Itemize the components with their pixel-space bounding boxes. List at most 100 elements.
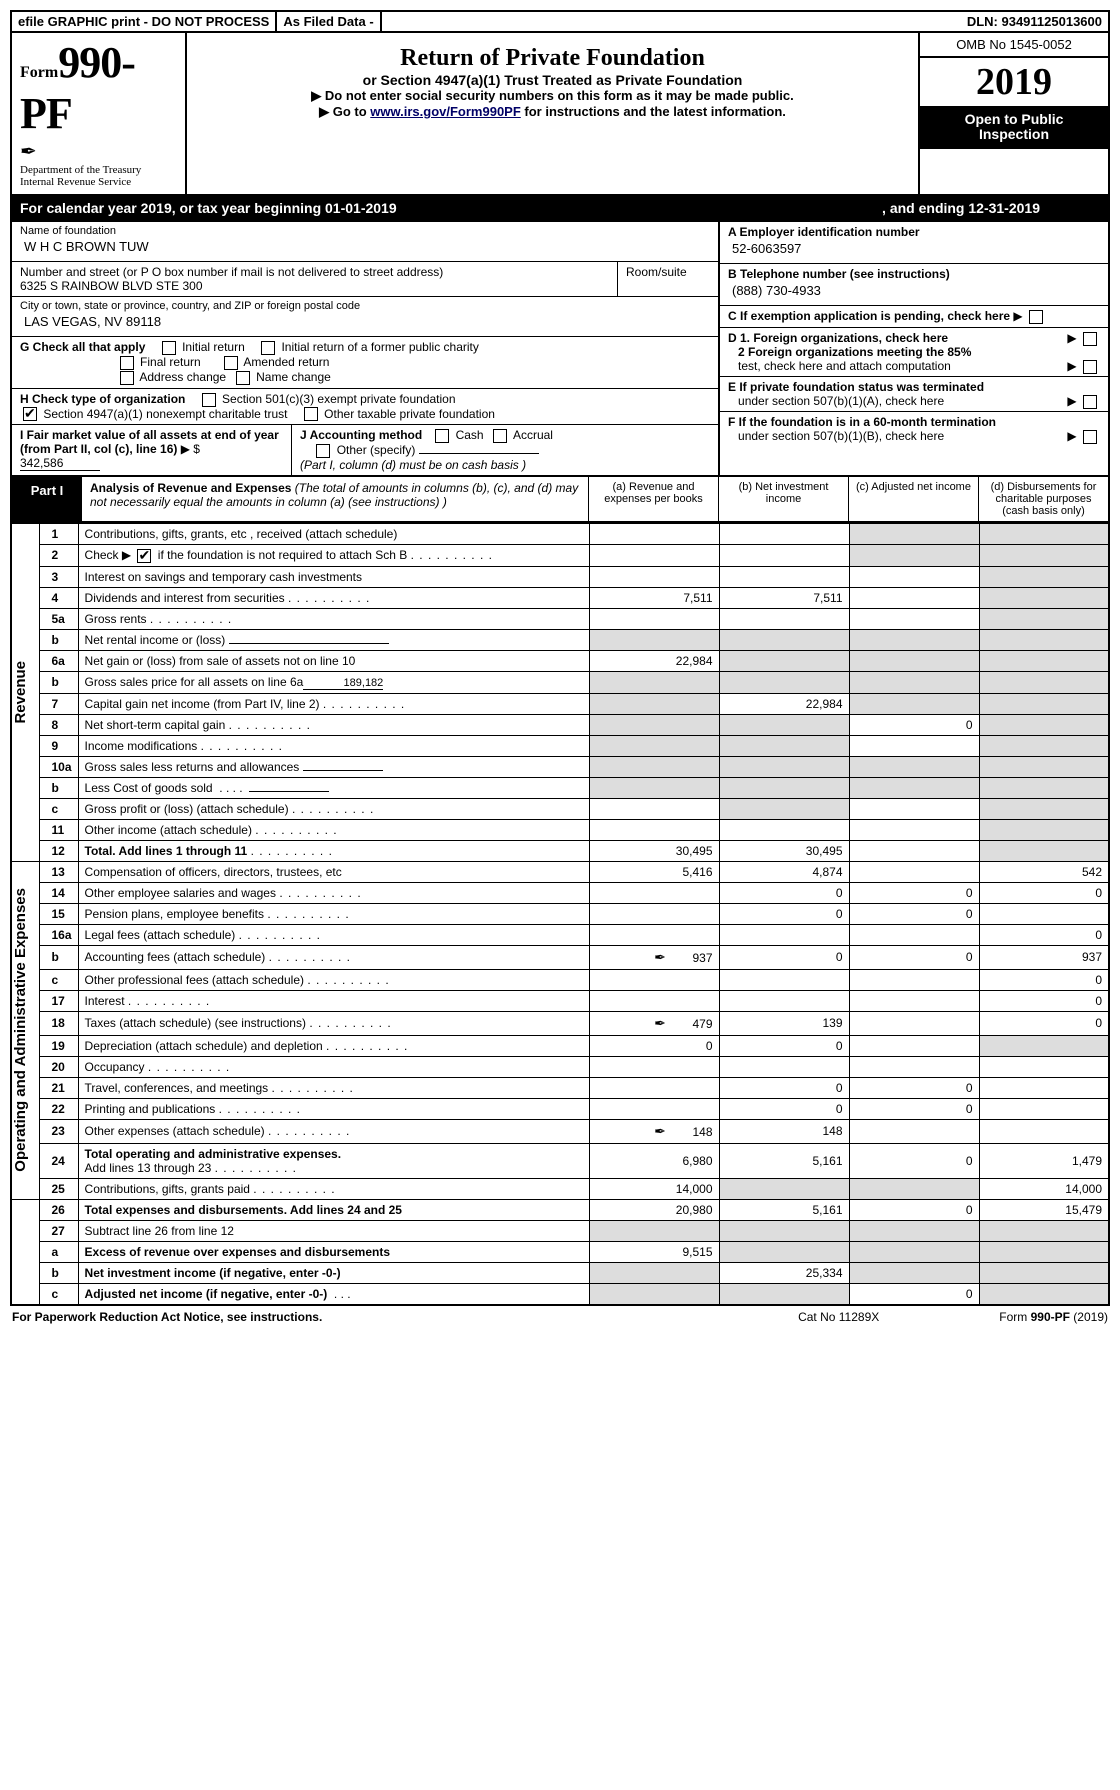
note2-post: for instructions and the latest informat…: [521, 104, 786, 119]
col-b-header: (b) Net investment income: [718, 477, 848, 521]
dept-irs: Internal Revenue Service: [20, 176, 177, 188]
checkbox-address-change[interactable]: [120, 371, 134, 385]
r6a-val: 22,984: [589, 650, 719, 671]
row22-desc: Printing and publications: [78, 1098, 589, 1119]
d1-label: D 1. Foreign organizations, check here: [728, 331, 948, 345]
r25a: 14,000: [589, 1178, 719, 1199]
cal-left: For calendar year 2019, or tax year begi…: [20, 200, 397, 216]
header-note-link: ▶ Go to www.irs.gov/Form990PF for instru…: [197, 104, 908, 120]
section-d: D 1. Foreign organizations, check here ▶…: [720, 328, 1108, 377]
r16bb: 0: [719, 945, 849, 969]
h-opt1: Section 501(c)(3) exempt private foundat…: [222, 392, 455, 406]
row19-desc: Depreciation (attach schedule) and deple…: [78, 1035, 589, 1056]
h-label: H Check type of organization: [20, 392, 185, 406]
row26-desc: Total expenses and disbursements. Add li…: [78, 1199, 589, 1220]
row18-desc: Taxes (attach schedule) (see instruction…: [78, 1011, 589, 1035]
r13b: 4,874: [719, 861, 849, 882]
ein-cell: A Employer identification number 52-6063…: [720, 222, 1108, 264]
checkbox-d1[interactable]: [1083, 332, 1097, 346]
i-label: I Fair market value of all assets at end…: [20, 428, 279, 456]
r27bb: 25,334: [719, 1262, 849, 1283]
section-g: G Check all that apply Initial return In…: [12, 337, 718, 388]
header-note-ssn: ▶ Do not enter social security numbers o…: [197, 88, 908, 104]
row27b-desc: Net investment income (if negative, ente…: [78, 1262, 589, 1283]
checkbox-d2[interactable]: [1083, 360, 1097, 374]
open-line1: Open to Public: [924, 112, 1104, 127]
r13a: 5,416: [589, 861, 719, 882]
checkbox-cash[interactable]: [435, 429, 449, 443]
checkbox-f[interactable]: [1083, 430, 1097, 444]
attachment-icon-23[interactable]: ✒: [654, 1123, 666, 1139]
dept-treasury: Department of the Treasury: [20, 164, 177, 176]
row16c-desc: Other professional fees (attach schedule…: [78, 969, 589, 990]
open-line2: Inspection: [924, 127, 1104, 142]
attachment-icon[interactable]: ✒: [654, 949, 666, 965]
g-opt5: Address change: [139, 370, 226, 384]
row1-desc: Contributions, gifts, grants, etc , rece…: [78, 523, 589, 544]
r14c: 0: [849, 882, 979, 903]
i-prefix: ▶ $: [181, 442, 200, 456]
cal-right: , and ending 12-31-2019: [882, 200, 1040, 216]
checkbox-amended[interactable]: [224, 356, 238, 370]
checkbox-c[interactable]: [1029, 310, 1043, 324]
row14-desc: Other employee salaries and wages: [78, 882, 589, 903]
row15-desc: Pension plans, employee benefits: [78, 903, 589, 924]
as-filed: As Filed Data -: [277, 12, 381, 31]
row20-desc: Occupancy: [78, 1056, 589, 1077]
checkbox-501c3[interactable]: [202, 393, 216, 407]
addr-label: Number and street (or P O box number if …: [20, 265, 609, 279]
row13-desc: Compensation of officers, directors, tru…: [78, 861, 589, 882]
row24-desc: Total operating and administrative expen…: [78, 1143, 589, 1178]
dln-label: DLN:: [967, 14, 998, 29]
part1-tag: Part I: [12, 477, 82, 521]
name-cell: Name of foundation W H C BROWN TUW: [12, 222, 718, 262]
phone-cell: B Telephone number (see instructions) (8…: [720, 264, 1108, 306]
checkbox-initial-return[interactable]: [162, 341, 176, 355]
r12a: 30,495: [589, 840, 719, 861]
g-opt1: Initial return: [182, 340, 245, 354]
checkbox-other-method[interactable]: [316, 444, 330, 458]
r24a: 6,980: [589, 1143, 719, 1178]
d2b-label: test, check here and attach computation: [738, 359, 951, 373]
r17d: 0: [979, 990, 1109, 1011]
h-opt3: Other taxable private foundation: [324, 407, 495, 421]
attachment-icon-18[interactable]: ✒: [654, 1015, 666, 1031]
r22b: 0: [719, 1098, 849, 1119]
row21-desc: Travel, conferences, and meetings: [78, 1077, 589, 1098]
r16bd: 937: [979, 945, 1109, 969]
c-label: C If exemption application is pending, c…: [728, 309, 1010, 323]
row27c-desc: Adjusted net income (if negative, enter …: [78, 1283, 589, 1305]
row27a-desc: Excess of revenue over expenses and disb…: [78, 1241, 589, 1262]
checkbox-accrual[interactable]: [493, 429, 507, 443]
part1-title: Analysis of Revenue and Expenses: [90, 481, 291, 495]
checkbox-former-charity[interactable]: [261, 341, 275, 355]
form-prefix: Form: [20, 64, 58, 81]
f1-label: F If the foundation is in a 60-month ter…: [728, 415, 996, 429]
checkbox-final-return[interactable]: [120, 356, 134, 370]
checkbox-4947a1[interactable]: [23, 407, 37, 421]
row10a-desc: Gross sales less returns and allowances: [78, 756, 589, 777]
r19a: 0: [589, 1035, 719, 1056]
r26c: 0: [849, 1199, 979, 1220]
checkbox-e[interactable]: [1083, 395, 1097, 409]
section-ij: I Fair market value of all assets at end…: [12, 425, 718, 475]
checkbox-other-taxable[interactable]: [304, 407, 318, 421]
part1-table: Revenue 1Contributions, gifts, grants, e…: [10, 523, 1110, 1306]
checkbox-schb[interactable]: [137, 549, 151, 563]
checkbox-name-change[interactable]: [236, 371, 250, 385]
r24c: 0: [849, 1143, 979, 1178]
h-opt2: Section 4947(a)(1) nonexempt charitable …: [43, 407, 287, 421]
r4b: 7,511: [719, 587, 849, 608]
info-left: Name of foundation W H C BROWN TUW Numbe…: [12, 222, 718, 475]
form-title: Return of Private Foundation: [197, 45, 908, 72]
row27-desc: Subtract line 26 from line 12: [78, 1220, 589, 1241]
row12-desc: Total. Add lines 1 through 11: [78, 840, 589, 861]
phone-label: B Telephone number (see instructions): [728, 267, 950, 281]
footer-mid: Cat No 11289X: [798, 1310, 879, 1324]
city-label: City or town, state or province, country…: [20, 300, 710, 312]
r13d: 542: [979, 861, 1109, 882]
top-bar: efile GRAPHIC print - DO NOT PROCESS As …: [10, 10, 1110, 33]
irs-link[interactable]: www.irs.gov/Form990PF: [370, 104, 521, 119]
g-opt3: Final return: [140, 355, 201, 369]
e1-label: E If private foundation status was termi…: [728, 380, 984, 394]
